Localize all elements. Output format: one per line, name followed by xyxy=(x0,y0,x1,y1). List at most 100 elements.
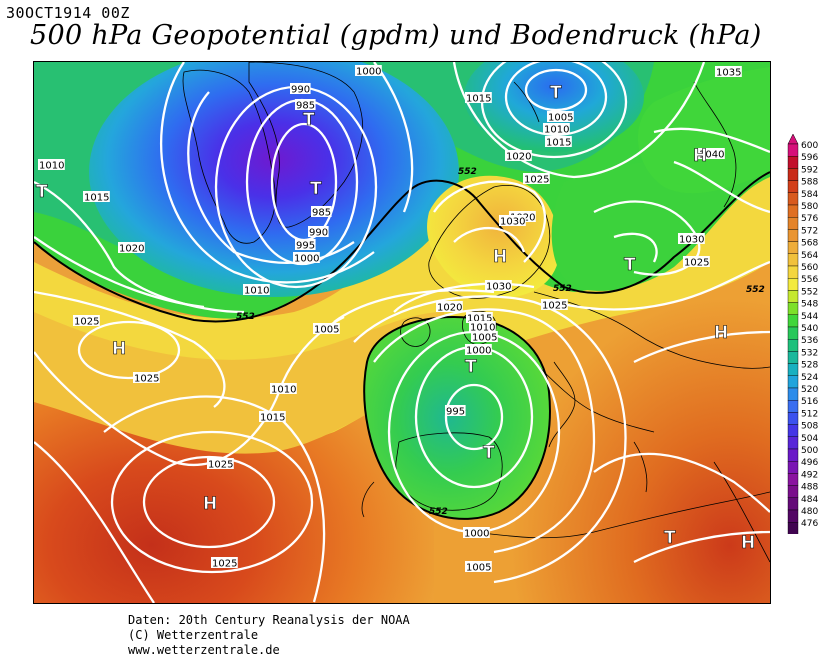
low-pressure-marker: T xyxy=(465,357,477,377)
colorbar-swatch xyxy=(787,253,799,267)
low-pressure-marker: T xyxy=(303,110,315,130)
colorbar-swatch xyxy=(787,302,799,316)
credits-source: Daten: 20th Century Reanalysis der NOAA xyxy=(128,613,410,627)
date-label: 30OCT1914 00Z xyxy=(6,4,130,22)
isobar-label-box xyxy=(471,331,498,342)
isobar-label: 1015 xyxy=(467,314,492,325)
isobar-label: 985 xyxy=(312,208,331,219)
isobar-label-box xyxy=(118,242,145,253)
isobar-label: 1030 xyxy=(486,282,511,293)
isobar-label-box xyxy=(715,66,742,77)
colorbar-label: 572 xyxy=(801,226,818,236)
colorbar-swatch xyxy=(787,143,799,157)
isobar-label: 1005 xyxy=(548,113,573,124)
isobar-label: 1040 xyxy=(699,150,724,161)
colorbar-label: 480 xyxy=(801,507,818,517)
isobar-label: 1000 xyxy=(466,346,491,357)
isobar-label-box xyxy=(683,256,710,267)
isobar-label: 1025 xyxy=(684,258,709,269)
colorbar-label: 516 xyxy=(801,397,818,407)
colorbar-label: 540 xyxy=(801,324,818,334)
colorbar-swatch xyxy=(787,436,799,450)
colorbar-label: 596 xyxy=(801,153,818,163)
colorbar-label: 484 xyxy=(801,495,818,505)
colorbar-swatch xyxy=(787,326,799,340)
isobar-label-box xyxy=(545,136,572,147)
colorbar-swatch xyxy=(787,485,799,499)
isobar-label: 1015 xyxy=(466,94,491,105)
isobar-label-box xyxy=(313,323,340,334)
isobar-label: 1025 xyxy=(524,175,549,186)
isobar-label-box xyxy=(678,233,705,244)
colorbar-swatch xyxy=(787,363,799,377)
contour-552-label: 552 xyxy=(429,507,448,517)
colorbar-label: 492 xyxy=(801,470,818,480)
iberian-cutoff-low-field xyxy=(363,315,551,520)
credits-website[interactable]: www.wetterzentrale.de xyxy=(128,643,280,657)
colorbar-swatch xyxy=(787,204,799,218)
colorbar-label: 532 xyxy=(801,348,818,358)
colorbar-swatch xyxy=(787,156,799,169)
contour-552-label: 552 xyxy=(553,284,572,294)
isobar-label-box xyxy=(463,527,490,538)
colorbar-label: 500 xyxy=(801,446,818,456)
colorbar-label: 588 xyxy=(801,178,818,188)
isobar-label-box xyxy=(207,458,234,469)
colorbar-label: 584 xyxy=(801,190,818,200)
colorbar-label: 504 xyxy=(801,434,818,444)
colorbar-top-arrow xyxy=(787,133,799,145)
low-pressure-marker: T xyxy=(310,179,322,199)
isobar-label-box xyxy=(436,301,463,312)
pressure-centers: T T T T T T T T H H H H H H xyxy=(36,83,756,554)
colorbar-label: 512 xyxy=(801,409,818,419)
colorbar-label: 496 xyxy=(801,458,818,468)
isobar-label: 990 xyxy=(291,85,310,96)
colorbar-swatch xyxy=(787,509,799,523)
isobar-label: 1015 xyxy=(260,413,285,424)
high-pressure-marker: H xyxy=(112,339,126,359)
colorbar-label: 544 xyxy=(801,312,818,322)
isobar-label-box xyxy=(293,252,320,263)
isobar-label-box xyxy=(543,123,570,134)
isobar-label: 1020 xyxy=(437,303,462,314)
isobar-label: 1015 xyxy=(84,193,109,204)
colorbar-label: 552 xyxy=(801,287,818,297)
isobar-label-box xyxy=(259,411,286,422)
isobar-label-box xyxy=(211,557,238,568)
isobar-labels: 9909851000101510351005101010151020102510… xyxy=(38,65,742,574)
contour-552-north xyxy=(34,171,770,323)
isobar-label-box xyxy=(243,284,270,295)
isobar-label-box xyxy=(308,226,329,237)
isobar-label-box xyxy=(73,315,100,326)
isobar-label-box xyxy=(505,150,532,161)
colorbar-swatch xyxy=(787,265,799,279)
colorbar-label: 524 xyxy=(801,373,818,383)
colorbar-label: 600 xyxy=(801,141,818,151)
credits: Daten: 20th Century Reanalysis der NOAA … xyxy=(128,613,410,658)
colorbar-label: 580 xyxy=(801,202,818,212)
isobar-label: 1025 xyxy=(208,460,233,471)
isobar-label: 1005 xyxy=(472,333,497,344)
colorbar-label: 564 xyxy=(801,251,818,261)
isobar-label: 1010 xyxy=(244,286,269,297)
colorbar-label: 556 xyxy=(801,275,818,285)
colorbar-label: 528 xyxy=(801,361,818,371)
isobar-label: 1005 xyxy=(314,325,339,336)
isobar-label: 1020 xyxy=(506,152,531,163)
isobar-label: 1025 xyxy=(134,374,159,385)
coastlines xyxy=(182,62,770,563)
isobar-label: 1010 xyxy=(470,323,495,334)
isobar-label-box xyxy=(311,206,332,217)
colorbar-swatch xyxy=(787,338,799,352)
colorbar-swatch xyxy=(787,448,799,462)
isobar-label: 1025 xyxy=(212,559,237,570)
low-pressure-marker: T xyxy=(664,528,676,548)
colorbar-swatch xyxy=(787,351,799,364)
colorbar-swatch xyxy=(787,412,799,425)
colorbar-swatch xyxy=(787,180,799,193)
isobar-label-box xyxy=(355,65,382,76)
colorbar-swatch xyxy=(787,229,799,242)
isobar-label-box xyxy=(499,215,526,226)
isobar-label: 1010 xyxy=(271,385,296,396)
isobar-label-box xyxy=(465,561,492,572)
